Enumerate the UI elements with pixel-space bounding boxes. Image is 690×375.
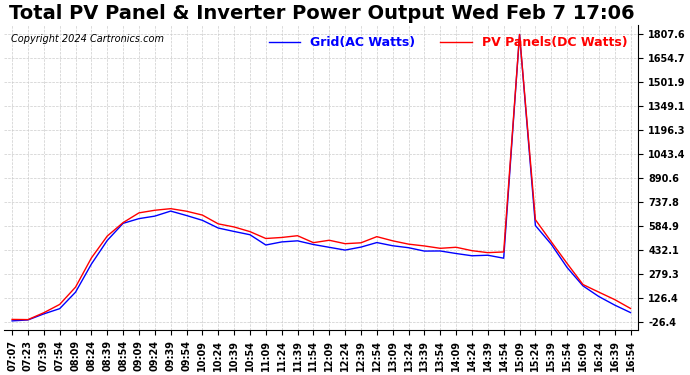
- Legend: Grid(AC Watts), PV Panels(DC Watts): Grid(AC Watts), PV Panels(DC Watts): [264, 31, 632, 54]
- PV Panels(DC Watts): [500, 250, 508, 254]
- PV Panels(DC Watts): [230, 225, 238, 229]
- PV Panels(DC Watts): [71, 285, 79, 290]
- Grid(AC Watts): [8, 319, 17, 323]
- PV Panels(DC Watts): [198, 213, 206, 217]
- Grid(AC Watts): [404, 246, 413, 250]
- PV Panels(DC Watts): [87, 256, 95, 260]
- Line: Grid(AC Watts): Grid(AC Watts): [12, 34, 631, 321]
- Grid(AC Watts): [373, 240, 381, 245]
- Grid(AC Watts): [24, 318, 32, 322]
- PV Panels(DC Watts): [103, 234, 111, 238]
- PV Panels(DC Watts): [325, 238, 333, 243]
- Grid(AC Watts): [436, 249, 444, 253]
- Grid(AC Watts): [484, 253, 492, 258]
- Grid(AC Watts): [150, 214, 159, 218]
- PV Panels(DC Watts): [484, 251, 492, 255]
- PV Panels(DC Watts): [135, 211, 143, 215]
- Grid(AC Watts): [166, 209, 175, 213]
- PV Panels(DC Watts): [214, 222, 222, 226]
- Grid(AC Watts): [55, 306, 63, 311]
- Title: Total PV Panel & Inverter Power Output Wed Feb 7 17:06: Total PV Panel & Inverter Power Output W…: [8, 4, 634, 23]
- Grid(AC Watts): [246, 232, 254, 237]
- PV Panels(DC Watts): [579, 282, 587, 287]
- PV Panels(DC Watts): [341, 242, 349, 246]
- Grid(AC Watts): [87, 262, 95, 266]
- PV Panels(DC Watts): [531, 217, 540, 222]
- Grid(AC Watts): [500, 256, 508, 261]
- PV Panels(DC Watts): [55, 302, 63, 307]
- Grid(AC Watts): [39, 312, 48, 316]
- Grid(AC Watts): [262, 243, 270, 247]
- Grid(AC Watts): [452, 251, 460, 256]
- PV Panels(DC Watts): [611, 297, 619, 302]
- PV Panels(DC Watts): [468, 248, 476, 253]
- Grid(AC Watts): [230, 229, 238, 234]
- Grid(AC Watts): [214, 226, 222, 230]
- PV Panels(DC Watts): [166, 206, 175, 211]
- Grid(AC Watts): [595, 294, 603, 299]
- Grid(AC Watts): [341, 248, 349, 252]
- Line: PV Panels(DC Watts): PV Panels(DC Watts): [12, 34, 631, 320]
- Grid(AC Watts): [563, 265, 571, 270]
- Grid(AC Watts): [515, 32, 524, 37]
- PV Panels(DC Watts): [452, 245, 460, 249]
- Grid(AC Watts): [135, 216, 143, 221]
- Grid(AC Watts): [420, 249, 428, 254]
- Grid(AC Watts): [309, 242, 317, 247]
- PV Panels(DC Watts): [420, 244, 428, 248]
- PV Panels(DC Watts): [404, 242, 413, 246]
- PV Panels(DC Watts): [277, 235, 286, 240]
- Grid(AC Watts): [627, 310, 635, 315]
- PV Panels(DC Watts): [357, 240, 365, 245]
- Grid(AC Watts): [198, 218, 206, 223]
- PV Panels(DC Watts): [24, 317, 32, 322]
- Grid(AC Watts): [277, 240, 286, 244]
- PV Panels(DC Watts): [595, 290, 603, 294]
- Grid(AC Watts): [357, 245, 365, 249]
- PV Panels(DC Watts): [563, 261, 571, 266]
- Grid(AC Watts): [325, 245, 333, 249]
- PV Panels(DC Watts): [262, 236, 270, 241]
- Grid(AC Watts): [468, 254, 476, 258]
- Grid(AC Watts): [103, 238, 111, 243]
- PV Panels(DC Watts): [246, 230, 254, 234]
- PV Panels(DC Watts): [119, 220, 127, 225]
- Grid(AC Watts): [293, 238, 302, 243]
- Grid(AC Watts): [119, 221, 127, 226]
- Grid(AC Watts): [182, 213, 190, 218]
- Grid(AC Watts): [579, 284, 587, 288]
- PV Panels(DC Watts): [182, 209, 190, 213]
- Grid(AC Watts): [531, 223, 540, 228]
- PV Panels(DC Watts): [150, 208, 159, 213]
- PV Panels(DC Watts): [309, 240, 317, 245]
- Grid(AC Watts): [71, 290, 79, 294]
- PV Panels(DC Watts): [8, 317, 17, 322]
- PV Panels(DC Watts): [293, 234, 302, 238]
- PV Panels(DC Watts): [436, 246, 444, 250]
- PV Panels(DC Watts): [515, 32, 524, 37]
- PV Panels(DC Watts): [388, 238, 397, 243]
- Text: Copyright 2024 Cartronics.com: Copyright 2024 Cartronics.com: [10, 34, 164, 44]
- PV Panels(DC Watts): [627, 306, 635, 311]
- Grid(AC Watts): [547, 242, 555, 246]
- PV Panels(DC Watts): [39, 310, 48, 315]
- Grid(AC Watts): [611, 303, 619, 307]
- Grid(AC Watts): [388, 243, 397, 248]
- PV Panels(DC Watts): [547, 240, 555, 244]
- PV Panels(DC Watts): [373, 234, 381, 239]
